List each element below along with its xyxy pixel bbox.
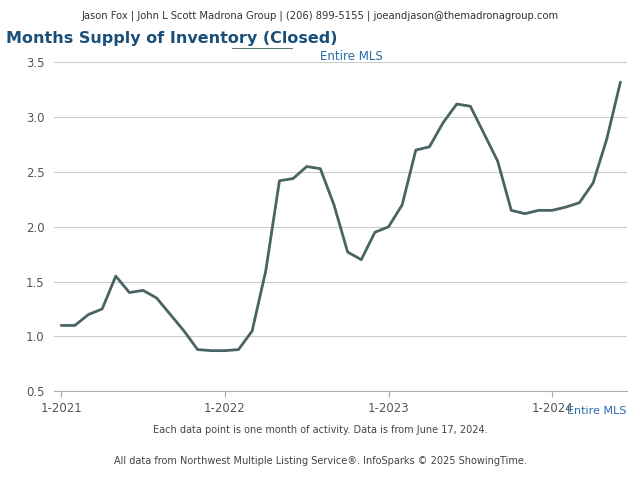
Text: Months Supply of Inventory (Closed): Months Supply of Inventory (Closed) bbox=[6, 31, 338, 46]
Text: Entire MLS: Entire MLS bbox=[566, 406, 626, 416]
Text: Entire MLS: Entire MLS bbox=[320, 50, 383, 63]
Text: All data from Northwest Multiple Listing Service®. InfoSparks © 2025 ShowingTime: All data from Northwest Multiple Listing… bbox=[113, 456, 527, 466]
Text: Jason Fox | John L Scott Madrona Group | (206) 899-5155 | joeandjason@themadrona: Jason Fox | John L Scott Madrona Group |… bbox=[81, 11, 559, 21]
Text: Each data point is one month of activity. Data is from June 17, 2024.: Each data point is one month of activity… bbox=[153, 425, 487, 435]
